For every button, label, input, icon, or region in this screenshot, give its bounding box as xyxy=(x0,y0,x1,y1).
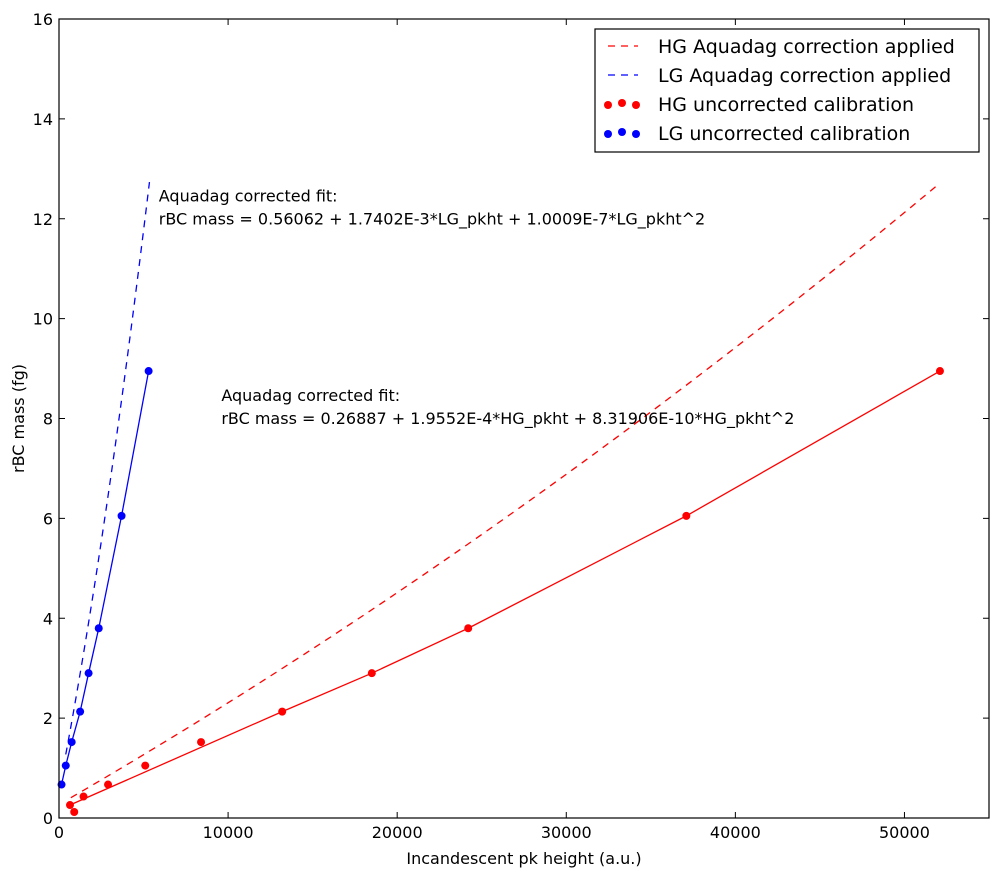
lg-uncorrected-calibration-legend-marker xyxy=(618,128,626,136)
hg-uncorrected-calibration-point xyxy=(464,624,473,633)
hg-uncorrected-calibration-point xyxy=(278,707,287,716)
y-tick-label: 8 xyxy=(43,410,53,429)
hg-uncorrected-calibration-point xyxy=(70,808,79,817)
hg-uncorrected-calibration-legend-marker xyxy=(618,99,626,107)
lg-uncorrected-calibration-line xyxy=(60,370,150,785)
y-tick-label: 4 xyxy=(43,609,53,628)
hg-uncorrected-calibration-point xyxy=(141,761,150,770)
lg-uncorrected-calibration-legend-marker xyxy=(632,130,640,138)
hg-uncorrected-calibration-line xyxy=(69,370,941,806)
hg-uncorrected-calibration-point xyxy=(65,801,74,810)
y-tick-label: 14 xyxy=(33,110,53,129)
legend-label: LG Aquadag correction applied xyxy=(658,65,951,87)
lg-uncorrected-calibration-point xyxy=(76,707,85,716)
axis-ticks: 0 10000 20000 30000 40000 50000 0 2 4 6 8 10 12 14 16 xyxy=(33,10,989,842)
x-axis-title: Incandescent pk height (a.u.) xyxy=(406,849,641,868)
y-tick-label: 12 xyxy=(33,210,53,229)
annotations: Aquadag corrected fit: rBC mass = 0.56062… xyxy=(159,186,795,429)
hg-uncorrected-calibration-point xyxy=(104,780,113,789)
plot-area xyxy=(57,181,944,817)
hg-uncorrected-calibration-point xyxy=(367,669,376,678)
y-axis-title: rBC mass (fg) xyxy=(9,364,28,473)
lg-aquadag-correction-applied-line xyxy=(65,181,151,755)
legend-label: LG uncorrected calibration xyxy=(658,123,910,145)
hg-uncorrected-calibration-point xyxy=(79,792,88,801)
fit-annotation-line: rBC mass = 0.56062 + 1.7402E-3*LG_pkht +… xyxy=(159,209,705,229)
lg-uncorrected-calibration-legend-marker xyxy=(604,130,612,138)
x-tick-label: 10000 xyxy=(203,823,254,842)
y-tick-label: 10 xyxy=(33,310,53,329)
fit-annotation-line: rBC mass = 0.26887 + 1.9552E-4*HG_pkht +… xyxy=(221,409,794,429)
hg-uncorrected-calibration-point xyxy=(197,738,206,747)
fit-annotation-line: Aquadag corrected fit: xyxy=(221,386,400,405)
hg-uncorrected-calibration-point xyxy=(682,511,691,520)
hg-uncorrected-calibration-point xyxy=(935,367,944,376)
y-tick-label: 6 xyxy=(43,509,53,528)
lg-uncorrected-calibration-point xyxy=(117,511,126,520)
fit-annotation-line: Aquadag corrected fit: xyxy=(159,186,338,205)
y-tick-label: 16 xyxy=(33,10,53,29)
x-tick-label: 20000 xyxy=(372,823,423,842)
x-tick-label: 40000 xyxy=(710,823,761,842)
x-tick-label: 0 xyxy=(54,823,64,842)
x-tick-label: 50000 xyxy=(879,823,930,842)
legend-label: HG Aquadag correction applied xyxy=(658,36,955,58)
lg-uncorrected-calibration-point xyxy=(67,738,76,747)
legend-label: HG uncorrected calibration xyxy=(658,94,914,116)
lg-uncorrected-calibration-point xyxy=(84,669,93,678)
hg-uncorrected-calibration-legend-marker xyxy=(632,101,640,109)
y-tick-label: 0 xyxy=(43,809,53,828)
lg-uncorrected-calibration-point xyxy=(94,624,103,633)
legend: HG Aquadag correction applied LG Aquadag … xyxy=(594,28,980,153)
legend-box xyxy=(594,28,980,153)
lg-uncorrected-calibration-point xyxy=(144,367,153,376)
y-tick-label: 2 xyxy=(43,709,53,728)
hg-uncorrected-calibration-legend-marker xyxy=(604,101,612,109)
hg-aquadag-correction-applied-line xyxy=(70,182,941,799)
lg-uncorrected-calibration-point xyxy=(61,761,70,770)
x-tick-label: 30000 xyxy=(541,823,592,842)
